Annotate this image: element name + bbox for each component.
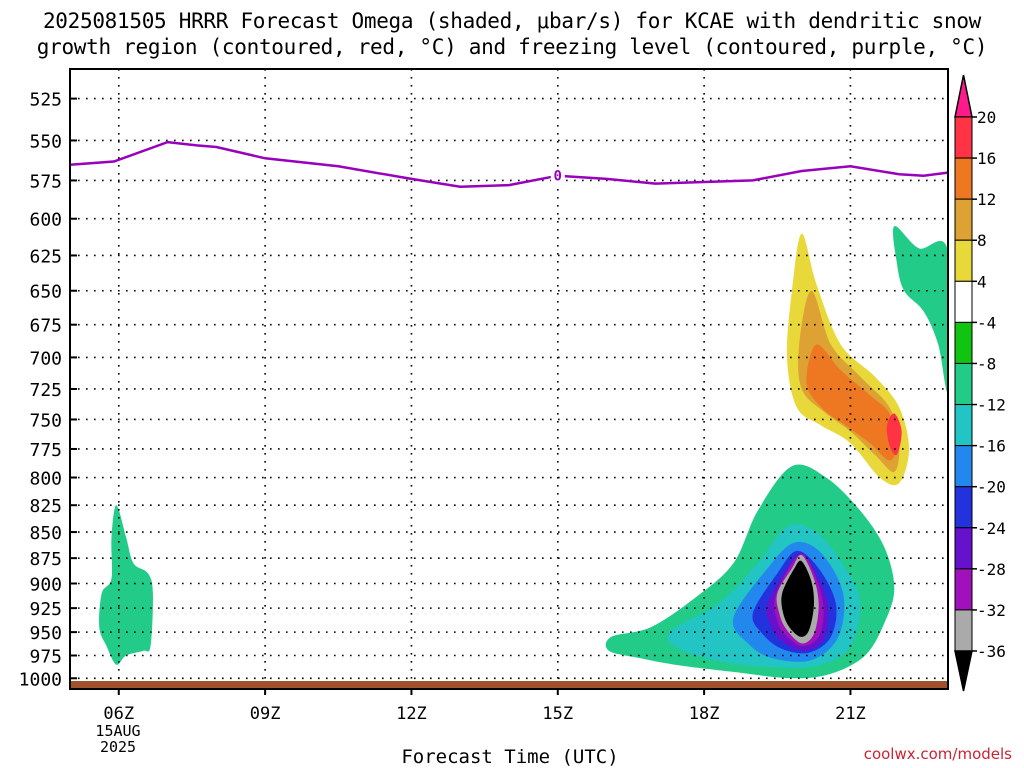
colorbar-label: -36 bbox=[977, 642, 1006, 661]
colorbar-swatch bbox=[954, 445, 973, 488]
colorbar-swatch bbox=[954, 280, 973, 323]
colorbar-swatch bbox=[954, 362, 973, 406]
x-tick-label: 18Z bbox=[689, 704, 720, 724]
y-tick-label: 625 bbox=[29, 246, 62, 267]
y-tick-label: 975 bbox=[29, 646, 62, 667]
freezing-level: 0 bbox=[70, 140, 948, 188]
y-tick-label: 850 bbox=[29, 523, 62, 544]
y-tick-label: 750 bbox=[29, 410, 62, 431]
date-label-year: 2025 bbox=[99, 738, 137, 756]
omega-region-updraft-col-09z-4 bbox=[255, 463, 286, 643]
colorbar-label: 8 bbox=[977, 231, 987, 250]
y-tick-label: 875 bbox=[29, 549, 62, 570]
freezing-level-label-bg bbox=[550, 166, 565, 184]
colorbar: 20 16 12 8 4 -4 -8 -12 -16 -20 -24 -28 -32 -36 bbox=[954, 74, 1006, 692]
y-tick-label: 725 bbox=[29, 380, 62, 401]
x-axis: 06Z 09Z 12Z 15Z 18Z 21Z bbox=[103, 689, 866, 724]
y-tick-label: 1000 bbox=[19, 669, 62, 690]
colorbar-cap-bottom bbox=[954, 650, 973, 692]
y-tick-label: 950 bbox=[29, 623, 62, 644]
colorbar-swatch bbox=[954, 568, 973, 611]
colorbar-label: -12 bbox=[977, 396, 1006, 415]
y-tick-label: 575 bbox=[29, 171, 62, 192]
omega-region-downdraft-main-20z-neg36 bbox=[781, 560, 814, 637]
plot-frame bbox=[69, 68, 949, 690]
ground-surface bbox=[70, 681, 948, 689]
y-tick-label: 550 bbox=[29, 131, 62, 152]
x-tick-label: 21Z bbox=[835, 704, 866, 724]
colorbar-label: -32 bbox=[977, 601, 1006, 620]
colorbar-label: -4 bbox=[977, 313, 996, 332]
y-tick-label: 600 bbox=[29, 210, 62, 231]
y-tick-label: 800 bbox=[29, 469, 62, 490]
colorbar-label: 16 bbox=[977, 149, 996, 168]
colorbar-swatch bbox=[954, 404, 973, 447]
colorbar-swatch bbox=[954, 609, 973, 652]
colorbar-cap-top bbox=[954, 74, 973, 118]
colorbar-label: -20 bbox=[977, 478, 1006, 497]
chart-title: 2025081505 HRRR Forecast Omega (shaded, … bbox=[0, 8, 1024, 60]
colorbar-label: 4 bbox=[977, 272, 987, 291]
omega-region-updraft-col-11z-4 bbox=[355, 318, 373, 472]
y-tick-label: 675 bbox=[29, 316, 62, 337]
chart-title-line-1: 2025081505 HRRR Forecast Omega (shaded, … bbox=[42, 9, 982, 33]
y-tick-label: 900 bbox=[29, 574, 62, 595]
colorbar-swatch bbox=[954, 486, 973, 529]
colorbar-swatch bbox=[954, 321, 973, 364]
omega-region-downdraft-right-edge-neg8 bbox=[892, 226, 948, 392]
colorbar-label: -24 bbox=[977, 519, 1006, 538]
colorbar-label: -16 bbox=[977, 437, 1006, 456]
y-tick-label: 525 bbox=[29, 90, 62, 111]
x-tick-label: 09Z bbox=[250, 704, 281, 724]
colorbar-label: 20 bbox=[977, 108, 996, 127]
y-tick-label: 925 bbox=[29, 599, 62, 620]
colorbar-swatch bbox=[954, 198, 973, 241]
x-tick-label: 12Z bbox=[396, 704, 427, 724]
colorbar-swatch bbox=[954, 527, 973, 570]
omega-region-updraft-col-07z-4 bbox=[150, 69, 183, 383]
ground-band bbox=[70, 681, 948, 689]
omega-fills bbox=[99, 69, 948, 679]
colorbar-label: 12 bbox=[977, 190, 996, 209]
x-tick-label: 06Z bbox=[103, 704, 134, 724]
omega-region-updraft-core-22z-20 bbox=[886, 413, 902, 456]
colorbar-swatch bbox=[954, 116, 973, 159]
omega-region-downdraft-lower-06z-neg8 bbox=[99, 505, 153, 665]
y-axis: 525 550 575 600 625 650 675 700 725 750 775 800 825 8… bbox=[19, 90, 77, 690]
x-axis-label: Forecast Time (UTC) bbox=[401, 746, 619, 768]
y-tick-label: 775 bbox=[29, 440, 62, 461]
chart-title-line-2: growth region (contoured, red, °C) and f… bbox=[36, 35, 988, 59]
x-tick-label: 15Z bbox=[542, 704, 573, 724]
freezing-level-line bbox=[70, 140, 948, 188]
credit-link[interactable]: coolwx.com/models bbox=[863, 745, 1012, 763]
y-tick-label: 700 bbox=[29, 348, 62, 369]
colorbar-swatch bbox=[954, 239, 973, 282]
date-label-day: 15AUG bbox=[95, 722, 141, 740]
omega-region-updraft-plume-20z-16 bbox=[806, 344, 897, 461]
colorbar-swatch bbox=[954, 157, 973, 200]
colorbar-label: -28 bbox=[977, 560, 1006, 579]
colorbar-label: -8 bbox=[977, 354, 996, 373]
freezing-level-label: 0 bbox=[554, 169, 562, 185]
y-tick-label: 825 bbox=[29, 496, 62, 517]
y-tick-label: 650 bbox=[29, 282, 62, 303]
